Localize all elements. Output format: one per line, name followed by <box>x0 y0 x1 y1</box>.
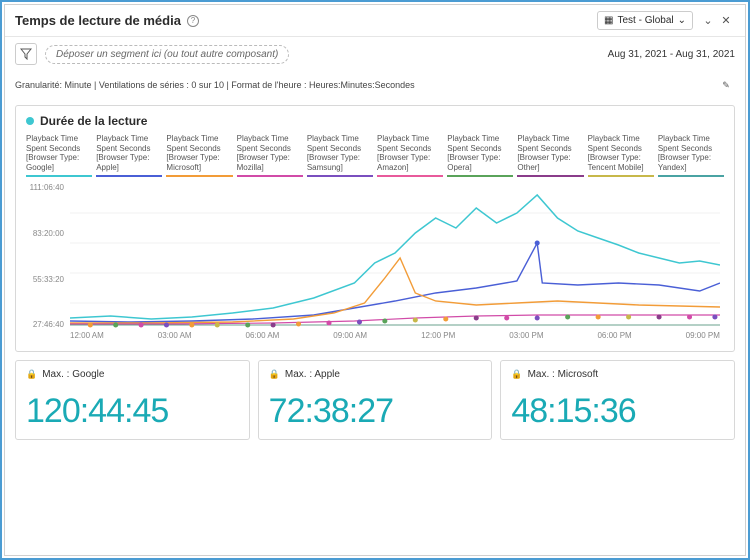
x-tick-label: 06:00 AM <box>246 331 280 343</box>
filter-icon[interactable] <box>15 43 37 65</box>
legend-item[interactable]: Playback Time Spent Seconds [Browser Typ… <box>517 134 583 177</box>
edit-icon[interactable]: ✎ <box>717 76 735 94</box>
legend-item[interactable]: Playback Time Spent Seconds [Browser Typ… <box>658 134 724 177</box>
y-tick-label: 111:06:40 <box>26 183 64 192</box>
x-tick-label: 06:00 PM <box>597 331 631 343</box>
card-label: Max. : Apple <box>285 369 340 380</box>
chart-plot[interactable] <box>70 183 720 329</box>
segment-dropzone[interactable]: Déposer un segment ici (ou tout autre co… <box>45 45 289 64</box>
summary-card: 🔒 Max. : Microsoft 48:15:36 <box>500 360 735 440</box>
x-tick-label: 03:00 AM <box>158 331 192 343</box>
lock-icon: 🔒 <box>26 369 37 380</box>
close-icon[interactable]: ✕ <box>717 12 735 30</box>
meta-row: Granularité: Minute | Ventilations de sé… <box>5 71 745 99</box>
summary-card: 🔒 Max. : Google 120:44:45 <box>15 360 250 440</box>
summary-cards-row: 🔒 Max. : Google 120:44:45 🔒 Max. : Apple 72:3… <box>15 360 735 440</box>
x-tick-label: 09:00 PM <box>686 331 720 343</box>
chart-title: Durée de la lecture <box>40 114 147 128</box>
legend-item[interactable]: Playback Time Spent Seconds [Browser Typ… <box>447 134 513 177</box>
card-label: Max. : Google <box>42 369 104 380</box>
legend-item[interactable]: Playback Time Spent Seconds [Browser Typ… <box>307 134 373 177</box>
card-value: 72:38:27 <box>269 392 482 431</box>
y-tick-label: 83:20:00 <box>26 229 64 238</box>
card-value: 120:44:45 <box>26 392 239 431</box>
card-label: Max. : Microsoft <box>528 369 599 380</box>
legend-item[interactable]: Playback Time Spent Seconds [Browser Typ… <box>166 134 232 177</box>
x-axis-labels: 12:00 AM 03:00 AM 06:00 AM 09:00 AM 12:00 PM… <box>70 331 720 343</box>
y-axis-labels: 111:06:40 83:20:00 55:33:20 27:46:40 <box>26 183 68 329</box>
granularity-text: Granularité: Minute | Ventilations de sé… <box>15 80 415 90</box>
chevron-down-icon: ⌄ <box>678 15 686 26</box>
workspace-dropdown[interactable]: ▦ Test - Global ⌄ <box>597 11 693 30</box>
lock-icon: 🔒 <box>511 369 522 380</box>
y-tick-label: 27:46:40 <box>26 320 64 329</box>
lock-icon: 🔒 <box>269 369 280 380</box>
legend-item[interactable]: Playback Time Spent Seconds [Browser Typ… <box>588 134 654 177</box>
expand-icon[interactable]: ⌄ <box>699 12 717 30</box>
legend-item[interactable]: Playback Time Spent Seconds [Browser Typ… <box>377 134 443 177</box>
chart-area: 111:06:40 83:20:00 55:33:20 27:46:40 12:00 … <box>26 183 724 343</box>
filter-bar: Déposer un segment ici (ou tout autre co… <box>5 37 745 71</box>
legend-item[interactable]: Playback Time Spent Seconds [Browser Typ… <box>96 134 162 177</box>
y-tick-label: 55:33:20 <box>26 275 64 284</box>
chart-dot-icon <box>26 117 34 125</box>
legend-item[interactable]: Playback Time Spent Seconds [Browser Typ… <box>237 134 303 177</box>
card-value: 48:15:36 <box>511 392 724 431</box>
summary-card: 🔒 Max. : Apple 72:38:27 <box>258 360 493 440</box>
date-range-label[interactable]: Aug 31, 2021 - Aug 31, 2021 <box>608 49 735 60</box>
workspace-label: Test - Global <box>617 15 673 26</box>
x-tick-label: 03:00 PM <box>509 331 543 343</box>
legend-item[interactable]: Playback Time Spent Seconds [Browser Typ… <box>26 134 92 177</box>
help-icon[interactable]: ? <box>187 15 199 27</box>
header-bar: Temps de lecture de média ? ▦ Test - Glo… <box>5 5 745 37</box>
x-tick-label: 12:00 PM <box>421 331 455 343</box>
chart-panel: Durée de la lecture Playback Time Spent … <box>15 105 735 352</box>
legend-row: Playback Time Spent Seconds [Browser Typ… <box>26 134 724 177</box>
x-tick-label: 12:00 AM <box>70 331 104 343</box>
x-tick-label: 09:00 AM <box>333 331 367 343</box>
grid-icon: ▦ <box>604 15 613 26</box>
page-title: Temps de lecture de média <box>15 13 181 28</box>
chart-title-row: Durée de la lecture <box>26 114 724 128</box>
